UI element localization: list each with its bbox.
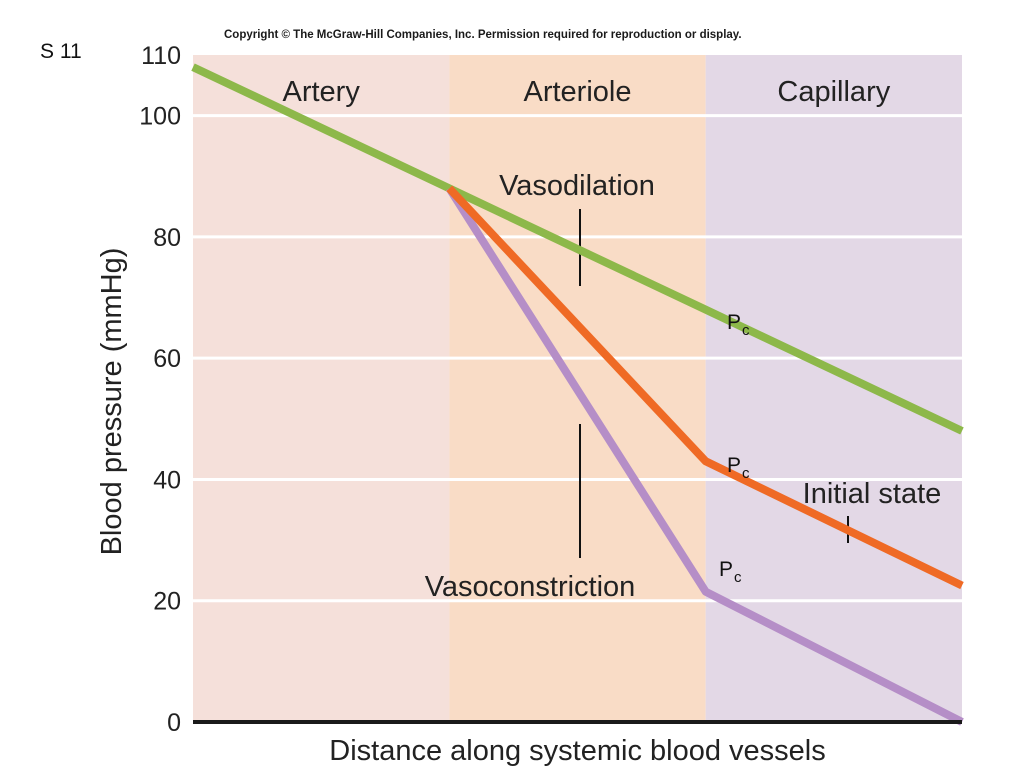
region-label-capillary: Capillary: [777, 76, 890, 108]
y-tick-40: 40: [153, 466, 181, 494]
region-bg-artery: [193, 55, 450, 722]
annotation-vasoconstriction-label: Vasoconstriction: [425, 571, 636, 603]
annotation-pc-vasoconstriction: Pc: [719, 558, 742, 586]
slide-number-label: S 11: [40, 40, 82, 63]
region-labels: Artery Arteriole Capillary: [282, 76, 890, 108]
y-tick-labels: 0 20 40 60 80 100 110: [139, 42, 181, 737]
y-tick-100: 100: [139, 103, 181, 131]
annotation-vasodilation-label: Vasodilation: [499, 170, 655, 202]
y-tick-60: 60: [153, 345, 181, 373]
series-line-vasodilation: [191, 63, 964, 435]
x-axis-title: Distance along systemic blood vessels: [329, 735, 825, 767]
gridlines: [193, 114, 962, 603]
y-tick-20: 20: [153, 588, 181, 616]
series-lines: [191, 63, 964, 726]
x-axis: Blood pressure (mmHg) Distance along syst…: [96, 248, 962, 767]
region-bg-capillary: [705, 55, 962, 722]
annotation-pc-vasodilation: Pc: [727, 311, 750, 339]
annotation-pc-initial: Pc: [727, 454, 750, 482]
y-tick-0: 0: [167, 709, 181, 737]
series-line-initial-state: [446, 185, 964, 590]
copyright-notice: Copyright © The McGraw-Hill Companies, I…: [224, 29, 742, 41]
y-tick-80: 80: [153, 224, 181, 252]
series-line-vasoconstriction: [445, 186, 964, 726]
y-axis-title: Blood pressure (mmHg): [96, 248, 128, 556]
y-tick-110: 110: [141, 42, 181, 70]
annotation-initial-state-label: Initial state: [803, 478, 942, 510]
annotations: Vasodilation Initial state Vasoconstrictio…: [425, 170, 942, 603]
region-label-artery: Artery: [282, 76, 360, 108]
region-label-arteriole: Arteriole: [524, 76, 632, 108]
